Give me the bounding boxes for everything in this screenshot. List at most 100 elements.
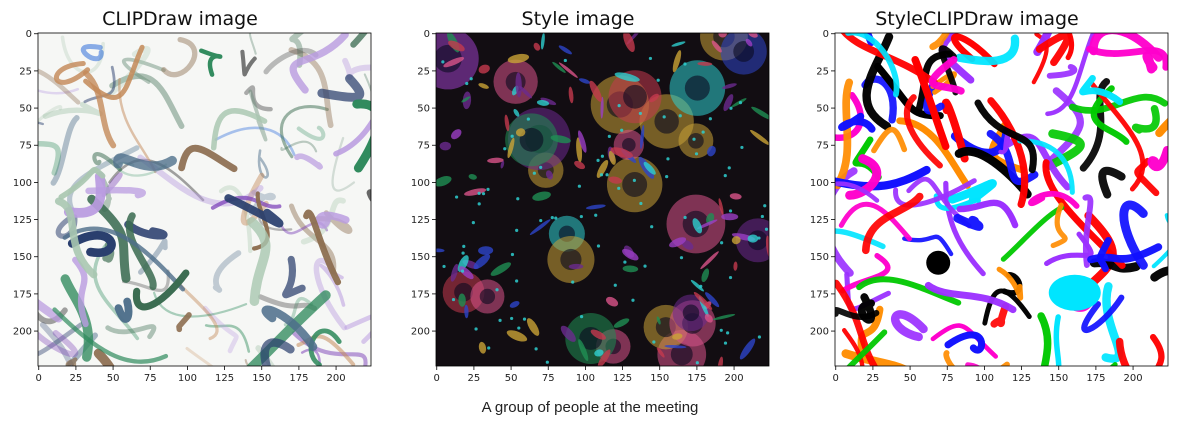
leaf-shape (478, 64, 490, 74)
brush-stroke (122, 269, 170, 292)
dot-shape (515, 228, 519, 232)
brush-stroke (62, 226, 186, 292)
leaf-shape (568, 263, 584, 270)
brush-stroke (313, 257, 347, 331)
leaf-shape (594, 349, 604, 357)
flower-center (622, 172, 648, 198)
brush-stroke (1079, 75, 1124, 106)
brush-stroke (1089, 81, 1146, 192)
brush-stroke (178, 144, 238, 173)
leaf-shape (490, 262, 512, 276)
x-tick-label: 125 (215, 373, 234, 384)
dot-shape (596, 158, 600, 163)
leaf-shape (464, 304, 469, 319)
brush-stroke (930, 323, 998, 359)
brush-stroke (893, 178, 977, 208)
leaf-shape (731, 236, 741, 245)
brush-stroke (953, 213, 984, 231)
brush-stroke (835, 91, 864, 141)
dot-shape (683, 215, 687, 220)
image-plot: 0 25 50 75 100 125 150 175 200 0 25 50 75 100 125 150 17… (411, 29, 770, 384)
brush-stroke (248, 89, 268, 142)
leaf-shape (671, 41, 686, 47)
brush-stroke (955, 34, 1020, 66)
y-tick-label: 75 (816, 141, 829, 152)
x-tick-label: 175 (289, 373, 308, 384)
dot-shape (763, 204, 767, 208)
flower-center (436, 44, 462, 73)
x-tick-label: 200 (1124, 373, 1143, 384)
dot-shape (757, 335, 762, 339)
brush-stroke (950, 33, 998, 68)
brush-stroke (42, 101, 103, 119)
leaf-shape (550, 135, 571, 144)
brush-stroke (317, 74, 365, 102)
brush-stroke (1035, 33, 1072, 67)
dot-shape (631, 298, 635, 302)
brush-stroke (204, 324, 251, 353)
brush-stroke (52, 307, 169, 364)
brush-stroke (244, 85, 273, 112)
brush-stroke (308, 328, 342, 366)
brush-stroke (244, 359, 251, 366)
dot-shape (678, 114, 682, 118)
leaf-shape (578, 339, 589, 361)
leaf-shape (515, 72, 522, 98)
brush-stroke (38, 330, 79, 358)
artwork (835, 33, 1168, 366)
leaf-shape (509, 301, 520, 308)
brush-stroke (835, 181, 880, 203)
brush-stroke (1081, 294, 1125, 334)
leaf-shape (500, 160, 505, 169)
leaf-shape (545, 170, 554, 180)
brush-stroke (1142, 51, 1158, 74)
brush-stroke (92, 152, 123, 172)
dot-shape (554, 216, 558, 220)
brush-stroke (344, 314, 371, 344)
leaf-shape (533, 42, 541, 51)
leaf-shape (729, 193, 742, 200)
x-tick-label: 25 (70, 373, 83, 384)
dot-shape (699, 284, 703, 288)
brush-stroke (240, 49, 257, 77)
dot-shape (474, 327, 478, 331)
y-tick-label: 200 (13, 327, 32, 338)
brush-stroke (1149, 333, 1165, 366)
dot-shape (708, 117, 712, 121)
leaf-shape (649, 93, 659, 103)
brush-stroke (838, 112, 876, 133)
leaf-shape (558, 45, 572, 55)
brush-stroke (1131, 104, 1160, 134)
y-tick-label: 150 (411, 252, 430, 263)
axes-frame (37, 32, 372, 367)
leaf-shape (750, 129, 769, 146)
leaf-shape (707, 145, 716, 157)
dot-shape (605, 173, 609, 177)
brush-stroke (38, 87, 80, 95)
leaf-shape (448, 40, 465, 52)
y-tick-label: 125 (13, 215, 32, 226)
leaf-shape (622, 265, 639, 273)
brush-stroke (1101, 282, 1124, 363)
leaf-shape (610, 147, 633, 159)
flower-center (670, 343, 693, 366)
brush-stroke (294, 153, 323, 170)
brush-stroke (38, 140, 62, 176)
leaf-shape (721, 213, 739, 221)
dot-shape (599, 173, 604, 177)
leaf-shape (747, 234, 759, 243)
dot-shape (596, 244, 601, 248)
leaf-shape (606, 296, 619, 307)
y-tick-label: 200 (810, 327, 829, 338)
dot-shape (526, 117, 530, 121)
dot-shape (451, 297, 456, 302)
dot-shape (498, 318, 502, 322)
leaf-shape (519, 86, 532, 99)
brush-stroke (257, 149, 269, 179)
leaf-shape (656, 316, 661, 325)
brush-stroke (289, 33, 349, 94)
brush-stroke (65, 357, 78, 366)
y-tick-label: 50 (816, 104, 829, 115)
dot-shape (516, 197, 520, 201)
brush-stroke (846, 329, 888, 366)
